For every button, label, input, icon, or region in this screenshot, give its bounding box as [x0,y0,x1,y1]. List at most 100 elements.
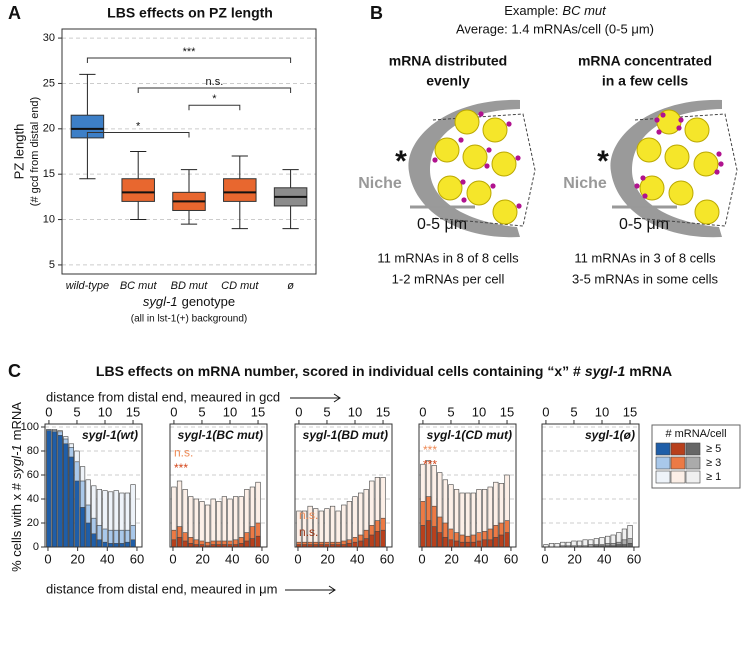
bar [369,534,375,548]
bar [255,535,261,548]
panel-title: LBS effects on mRNA number, scored in in… [96,363,672,379]
top-tick-label: 15 [126,404,140,419]
plot-frame [44,423,143,548]
cell [492,199,518,225]
bar [176,537,183,548]
bar [476,540,482,548]
bar [68,456,74,548]
legend-label: ≥ 3 [706,457,721,469]
y-tick-label: 5 [49,259,55,271]
panel-letter: B [370,3,383,23]
y-tick-label: 10 [43,213,55,225]
panel-title: sygl-1(ø) [585,428,635,442]
bar [498,534,505,548]
box [223,178,257,202]
y-label: PZ length [11,124,26,180]
top-x-label: distance from distal end, meaured in gcd [46,389,280,404]
x-label-note: (all in lst-1(+) background) [131,314,247,325]
mrna-dot [678,117,684,123]
bar [79,507,86,548]
bottom-x-label: distance from distal end, meaured in μm [46,581,278,596]
significance-label: n.s. [299,508,318,522]
significance-label: *** [174,461,188,475]
ylabel-part: sygl-1 [9,444,24,479]
y-tick-label: 20 [27,517,39,529]
panel-letter: A [8,3,21,23]
bar [335,510,341,548]
bar [482,539,488,548]
bottom-tick-label: 60 [504,551,518,566]
plot-frame [169,423,268,548]
cell [454,109,480,135]
cell [693,151,719,177]
mrna-dot [640,175,646,181]
cell [684,117,710,143]
top-tick-label: 15 [623,404,637,419]
legend-swatch [670,470,686,484]
panel-title: sygl-1(BD mut) [303,428,388,442]
y-tick-label: 20 [43,123,55,135]
mrna-dot [461,197,467,203]
top-tick-label: 10 [348,404,362,419]
legend-swatch [670,442,686,456]
top-tick-label: 10 [472,404,486,419]
legend-swatch [655,442,671,456]
top-tick-label: 5 [447,404,454,419]
top-tick-label: 15 [251,404,265,419]
bar [108,543,114,548]
bar [448,539,454,548]
legend-swatch [685,470,701,484]
mrna-dot [478,111,484,117]
bar [85,522,91,548]
ylabel-part: mRNA [9,402,24,441]
bar [249,538,256,548]
mrna-dot [714,169,720,175]
cell [694,199,720,225]
bar [352,541,358,548]
top-tick-label: 0 [45,404,52,419]
y-tick-label: 60 [27,469,39,481]
bottom-tick-label: 20 [195,551,209,566]
top-tick-label: 5 [570,404,577,419]
mrna-dot [484,163,490,169]
bar [227,498,233,548]
mrna-dot [506,121,512,127]
bar [119,543,125,548]
significance-label: *** [183,46,197,58]
top-tick-label: 5 [198,404,205,419]
panel-letter: C [8,361,21,381]
significance-label: *** [423,443,437,457]
bottom-tick-label: 40 [100,551,114,566]
bottom-tick-label: 0 [169,551,176,566]
significance-bracket [86,57,292,64]
mrna-dot [660,112,666,118]
significance-label: * [136,120,141,132]
significance-bracket [86,131,190,138]
top-tick-label: 5 [323,404,330,419]
average: Average: 1.4 mRNAs/cell (0-5 μm) [456,21,654,36]
bar [459,541,465,548]
gonad-outline [432,113,536,227]
x-tick-label: BC mut [120,280,158,292]
top-tick-label: 5 [73,404,80,419]
arrow [290,393,341,403]
mrna-dot [516,203,522,209]
bar [374,531,381,548]
niche-crescent [408,99,520,238]
mrna-dot [486,147,492,153]
bar [221,496,227,548]
bar [453,540,460,548]
mrna-dot [654,117,660,123]
bottom-tick-label: 60 [130,551,144,566]
bar [199,501,205,548]
bar [210,498,216,548]
scale-label: 0-5 μm [417,216,467,233]
bottom-tick-label: 20 [70,551,84,566]
x-tick-label: wild-type [66,280,109,292]
bar [487,539,493,548]
bar [124,541,131,548]
cell [466,180,492,206]
plot-frame [61,28,317,275]
significance-label: n.s. [174,446,193,460]
